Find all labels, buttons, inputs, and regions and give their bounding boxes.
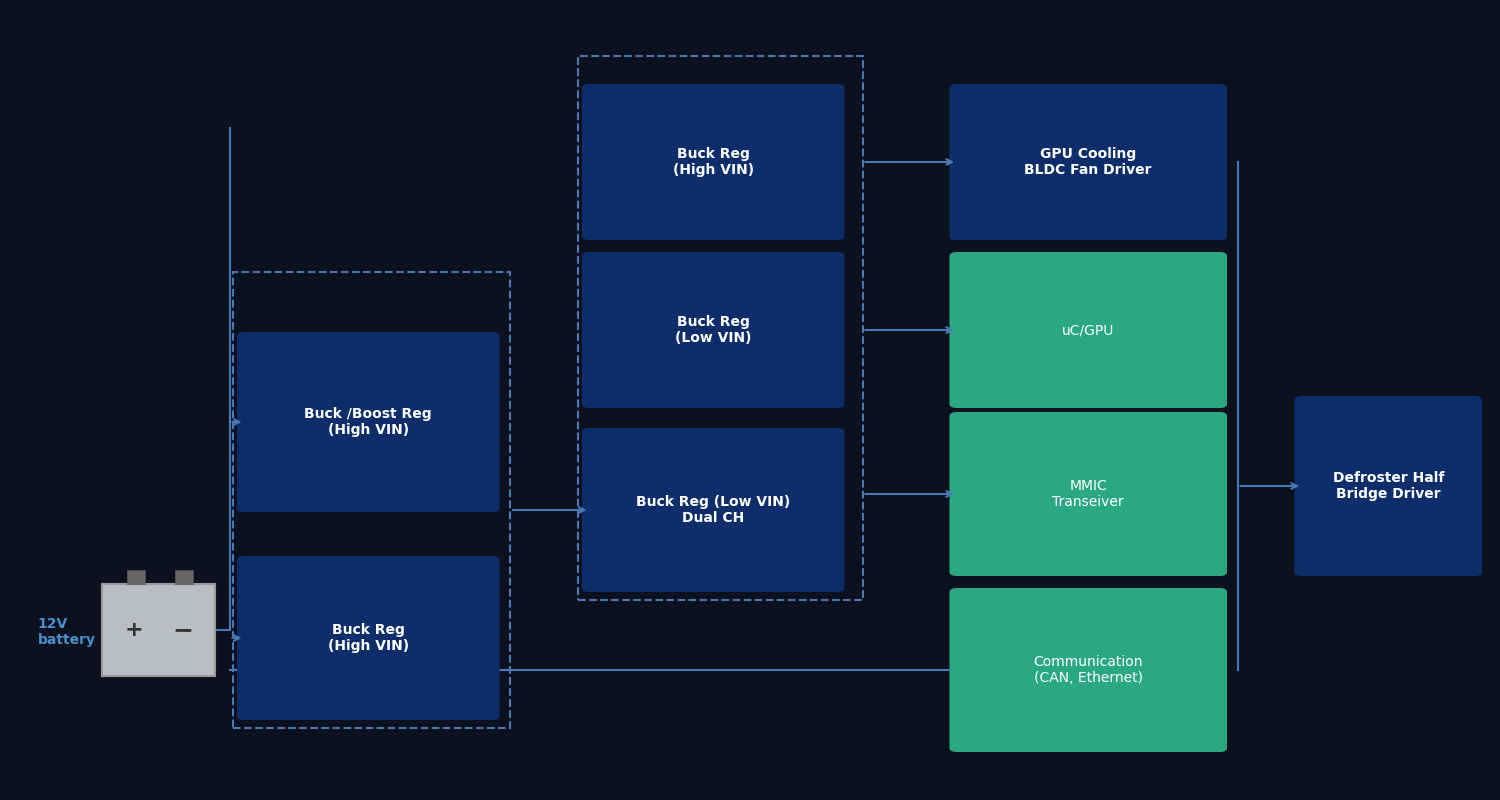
FancyBboxPatch shape	[950, 252, 1227, 408]
Text: GPU Cooling
BLDC Fan Driver: GPU Cooling BLDC Fan Driver	[1024, 147, 1152, 177]
Text: Defroster Half
Bridge Driver: Defroster Half Bridge Driver	[1332, 471, 1444, 501]
Text: MMIC
Transeiver: MMIC Transeiver	[1053, 479, 1124, 509]
Text: Buck Reg (Low VIN)
Dual CH: Buck Reg (Low VIN) Dual CH	[636, 495, 790, 525]
FancyBboxPatch shape	[582, 428, 844, 592]
Bar	[102, 584, 214, 676]
Bar	[176, 570, 194, 584]
Text: uC/GPU: uC/GPU	[1062, 323, 1114, 337]
FancyBboxPatch shape	[582, 252, 844, 408]
Text: Buck Reg
(Low VIN): Buck Reg (Low VIN)	[675, 315, 752, 345]
FancyBboxPatch shape	[950, 84, 1227, 240]
Text: 12V
battery: 12V battery	[38, 617, 96, 647]
Text: −: −	[172, 618, 194, 642]
Bar	[126, 570, 144, 584]
Bar	[232, 272, 510, 728]
FancyBboxPatch shape	[582, 84, 844, 240]
Bar	[578, 56, 862, 600]
FancyBboxPatch shape	[1294, 396, 1482, 576]
Text: Buck Reg
(High VIN): Buck Reg (High VIN)	[327, 623, 410, 653]
FancyBboxPatch shape	[950, 412, 1227, 576]
Text: Buck Reg
(High VIN): Buck Reg (High VIN)	[672, 147, 754, 177]
Text: +: +	[124, 620, 142, 640]
Text: Buck /Boost Reg
(High VIN): Buck /Boost Reg (High VIN)	[304, 407, 432, 437]
Text: Communication
(CAN, Ethernet): Communication (CAN, Ethernet)	[1034, 655, 1143, 685]
FancyBboxPatch shape	[237, 332, 500, 512]
FancyBboxPatch shape	[237, 556, 500, 720]
FancyBboxPatch shape	[950, 588, 1227, 752]
